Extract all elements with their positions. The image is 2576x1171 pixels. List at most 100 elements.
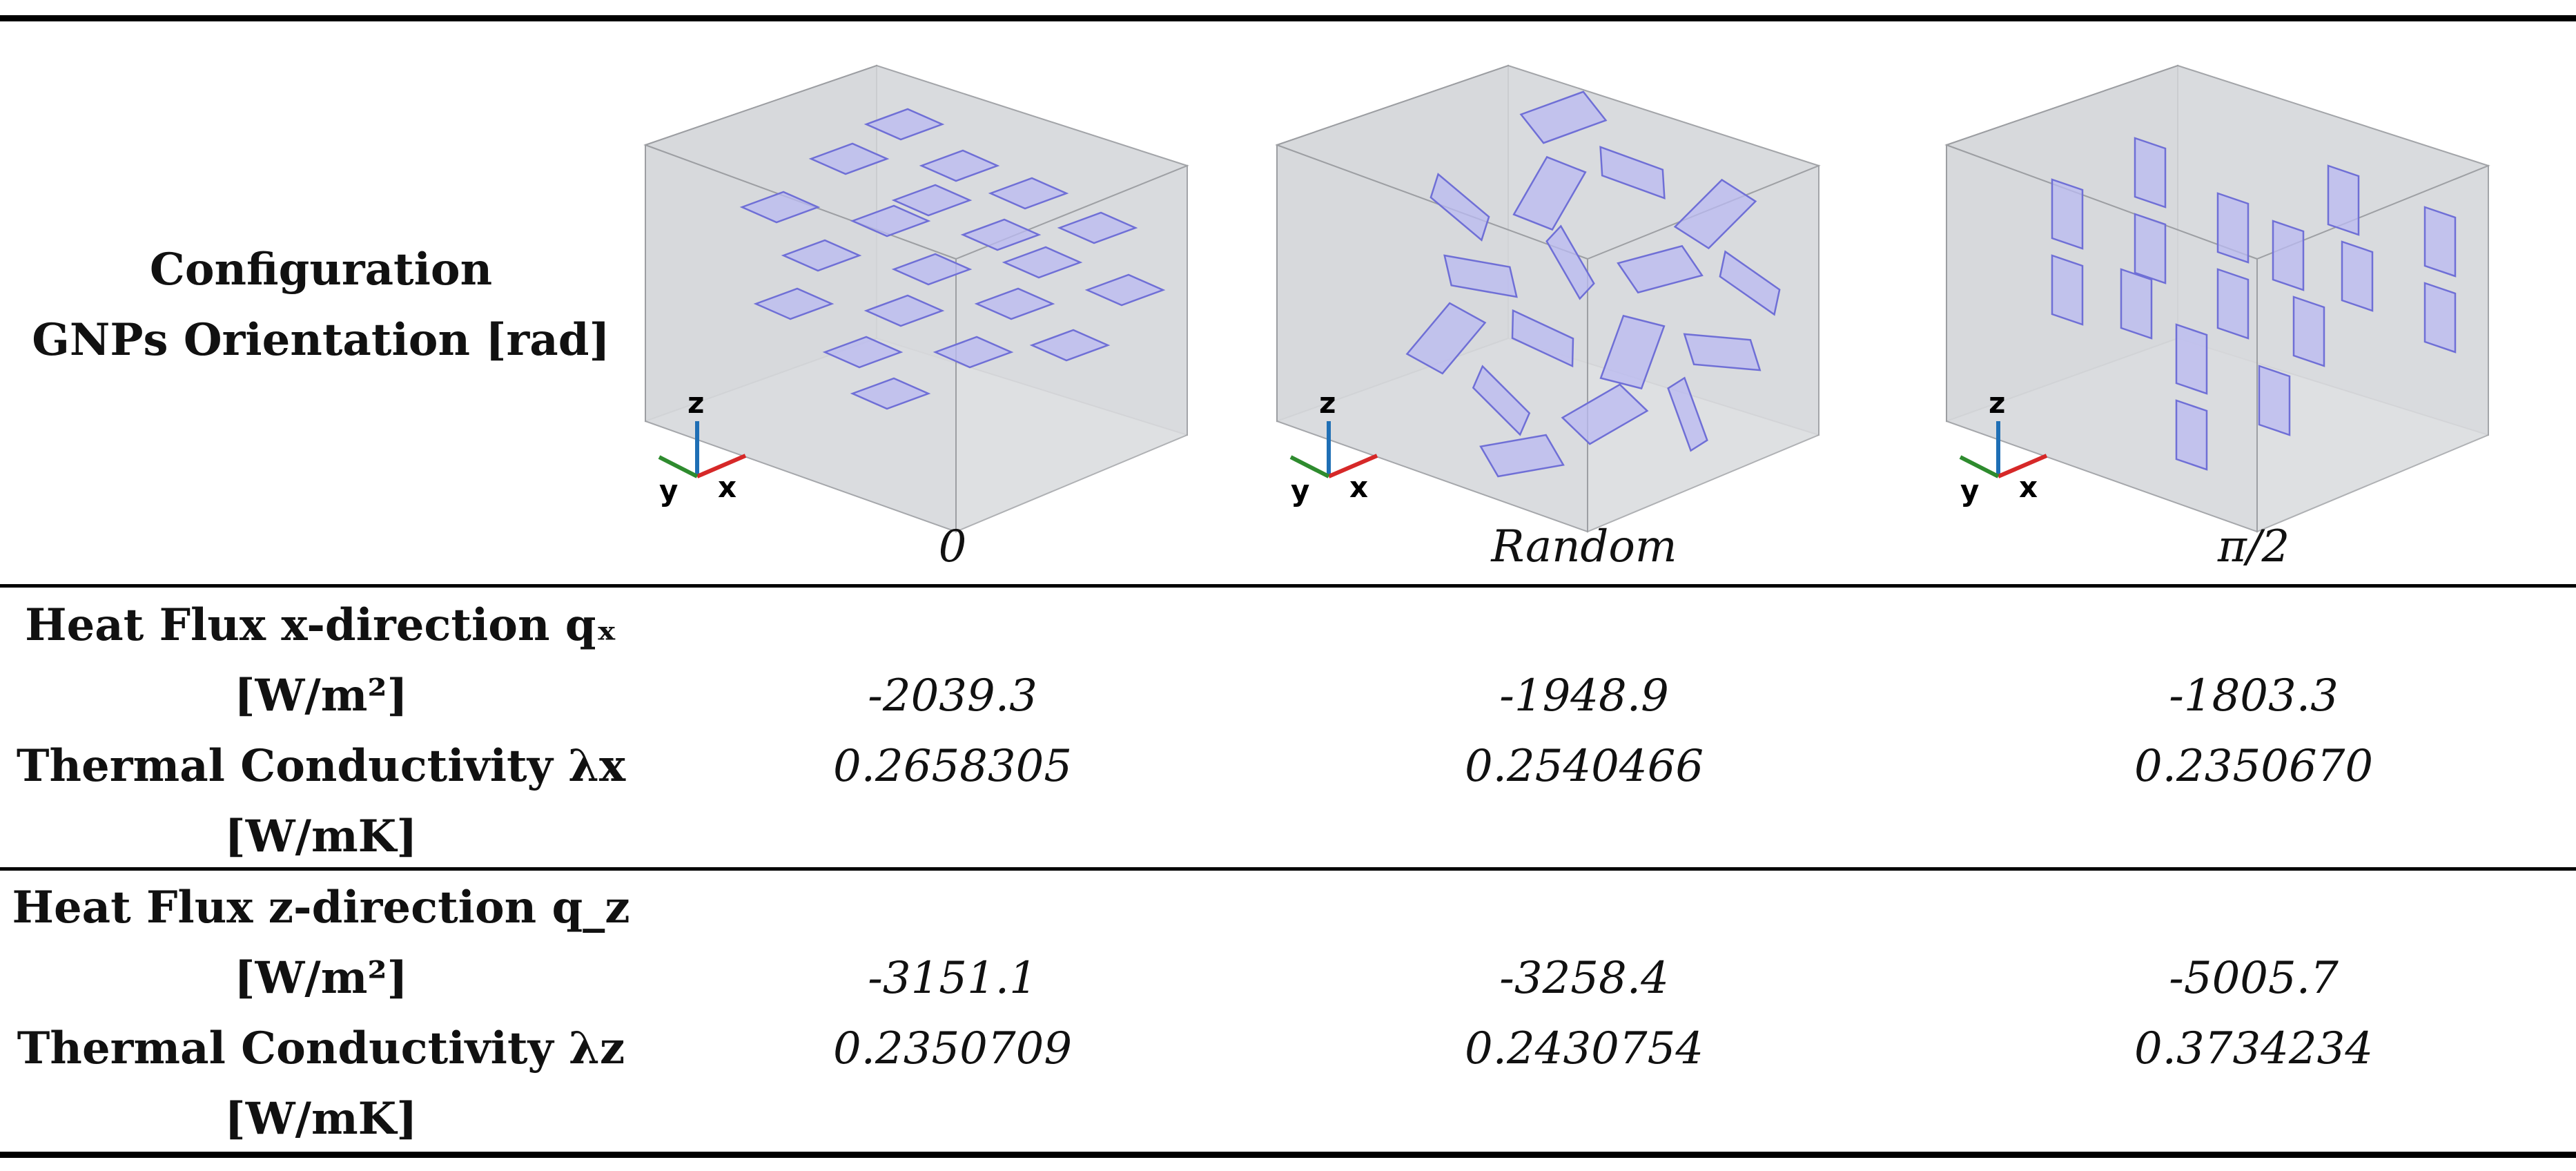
gnp-platelet [891,184,973,217]
gnp-platelet [863,294,945,327]
gnp-platelet [1667,376,1708,452]
gnp-platelet [1029,329,1111,362]
gnp-platelet [1617,244,1704,294]
flux-z-value: -5005.7 [2169,953,2339,1004]
label-heat-flux-z: Heat Flux z-direction q_z [12,882,630,933]
flux-x-value: -2039.3 [868,670,1037,722]
row-label-x-direction: Heat Flux x-direction qₓ [W/m²] Thermal … [0,590,642,872]
gnp-platelet [1599,314,1666,390]
gnp-platelet [1002,246,1083,279]
label-conductivity-x: Thermal Conductivity λx [16,740,626,792]
gnp-platelet [753,287,835,320]
y-axis-label: y [1291,474,1309,507]
gnp-platelet [1512,155,1587,231]
gnp-platelet [2216,268,2250,340]
gnp-platelet [1545,224,1595,300]
gnp-platelet [1057,211,1138,244]
x-axis-arrow [1997,454,2048,478]
figure-orientation-pi-half: z x y [1943,28,2564,533]
label-conductivity-z-unit: [W/mK] [224,1093,418,1145]
figure-orientation-random: z x y [1274,28,1895,533]
gnp-platelet [1719,250,1781,316]
orientation-value: π/2 [2217,521,2290,572]
gnp-platelet [1430,173,1490,242]
conductivity-x-value: 0.2658305 [832,741,1073,792]
z-axis-label: z [1989,386,2005,420]
gnp-platelet [1599,146,1666,200]
row-divider [0,867,2576,871]
gnp-platelet [1084,273,1166,307]
label-heat-flux-z-unit: [W/m²] [234,952,408,1004]
x-axis-label: x [718,470,736,504]
gnp-platelet [1443,254,1518,298]
gnp-platelet [2175,323,2208,395]
header-label: Configuration GNPs Orientation [rad] [0,235,642,376]
gnp-platelet [1561,383,1649,445]
row-label-z-direction: Heat Flux z-direction q_z [W/m²] Thermal… [0,873,642,1154]
z-axis-label: z [687,386,704,420]
gnp-platelet [863,108,945,141]
gnp-platelet [1479,434,1565,478]
gnp-platelet [2272,220,2305,291]
gnp-platelet [808,142,890,175]
label-conductivity-z: Thermal Conductivity λz [17,1023,625,1074]
figure-orientation-0: z x y [642,28,1263,533]
conductivity-x-value: 0.2540466 [1464,741,1704,792]
conductivity-z-value: 0.2350709 [832,1023,1073,1074]
gnp-platelet [2134,137,2167,209]
gnp-platelet [1683,333,1762,371]
x-axis-arrow [696,454,747,478]
gnp-platelet [933,336,1014,369]
gnp-platelet [2175,399,2208,471]
y-axis-arrow [658,455,699,478]
gnp-platelet [2120,268,2153,340]
label-heat-flux-x-unit: [W/m²] [234,670,408,722]
gnp-platelet [2341,240,2374,312]
x-axis-label: x [2019,470,2038,504]
gnp-platelet [1519,90,1608,144]
gnp-platelet [960,218,1042,251]
x-axis-arrow [1327,454,1378,478]
gnp-platelet [2327,164,2360,236]
orientation-value: 0 [938,521,967,572]
top-rule [0,15,2576,21]
flux-z-value: -3151.1 [868,953,1037,1004]
header-rule [0,584,2576,588]
gnp-platelet [1472,365,1531,436]
flux-x-value: -1948.9 [1499,670,1669,722]
gnp-platelet [850,377,931,410]
header-title-line2: GNPs Orientation [rad] [32,314,610,366]
gnp-platelet [2051,178,2084,250]
gnp-platelet [974,287,1055,320]
gnp-platelet [739,191,821,224]
gnp-platelet [850,204,931,238]
y-axis-arrow [1959,455,2000,478]
gnp-platelet [2258,365,2291,436]
label-heat-flux-x: Heat Flux x-direction qₓ [25,599,617,651]
conductivity-x-value: 0.2350670 [2134,741,2374,792]
gnp-platelet [988,177,1069,210]
bottom-rule [0,1152,2576,1158]
orientation-value: Random [1491,521,1677,572]
gnp-platelet [822,336,904,369]
y-axis-label: y [659,474,678,507]
gnp-platelet [1673,178,1757,250]
label-conductivity-x-unit: [W/mK] [224,811,418,862]
gnp-platelet [781,239,862,272]
gnp-platelet [919,149,1000,182]
conductivity-z-value: 0.3734234 [2134,1023,2374,1074]
gnp-platelet [2423,206,2457,278]
gnp-platelet [1511,309,1574,368]
z-axis-label: z [1319,386,1336,420]
gnp-platelet [2423,282,2457,354]
flux-x-value: -1803.3 [2169,670,2339,722]
header-title-line1: Configuration [149,244,493,296]
gnp-platelet [2134,213,2167,284]
gnp-platelet [2292,296,2325,367]
flux-z-value: -3258.4 [1499,953,1669,1004]
x-axis-label: x [1349,470,1368,504]
gnp-platelet [891,253,973,286]
gnp-platelet [2216,192,2250,264]
y-axis-arrow [1289,455,1330,478]
conductivity-z-value: 0.2430754 [1464,1023,1704,1074]
